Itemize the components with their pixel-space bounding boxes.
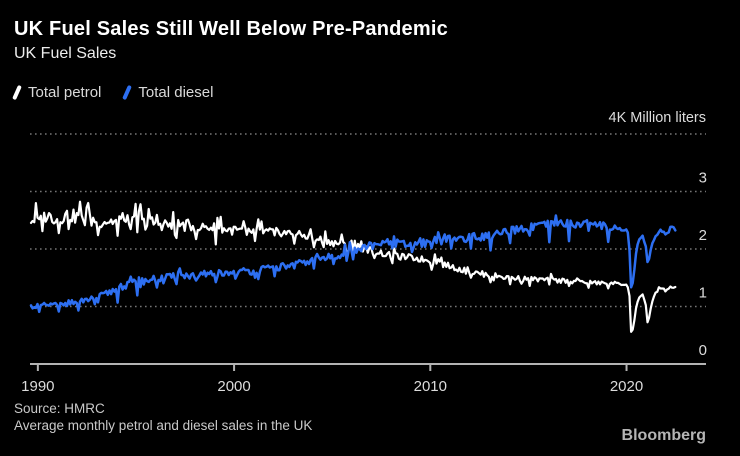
petrol-line: [29, 200, 677, 333]
x-tick-label: 2010: [414, 378, 447, 395]
note-line: Average monthly petrol and diesel sales …: [14, 418, 313, 433]
legend-label-petrol: Total petrol: [28, 84, 102, 101]
legend-item-petrol: Total petrol: [12, 84, 102, 101]
legend-item-diesel: Total diesel: [122, 84, 214, 101]
bloomberg-logo: Bloomberg: [621, 427, 706, 444]
y-tick-label: 2: [699, 227, 707, 244]
diesel-line: [29, 214, 677, 314]
chart-subtitle: UK Fuel Sales: [14, 45, 117, 62]
chart-title: UK Fuel Sales Still Well Below Pre-Pande…: [14, 18, 448, 40]
legend-label-diesel: Total diesel: [138, 84, 214, 101]
x-tick-label: 2020: [610, 378, 643, 395]
x-tick-label: 2000: [217, 378, 250, 395]
y-axis-unit-label: 4K Million liters: [608, 110, 707, 126]
x-tick-label: 1990: [21, 378, 54, 395]
y-tick-label: 3: [699, 170, 707, 187]
y-tick-label: 1: [699, 285, 707, 302]
y-tick-label: 0: [699, 342, 707, 359]
chart-legend: Total petrol Total diesel: [12, 84, 214, 101]
diesel-line-swatch-icon: [122, 84, 133, 101]
footer-text: Source: HMRC Average monthly petrol and …: [14, 400, 312, 434]
source-line: Source: HMRC: [14, 401, 105, 416]
